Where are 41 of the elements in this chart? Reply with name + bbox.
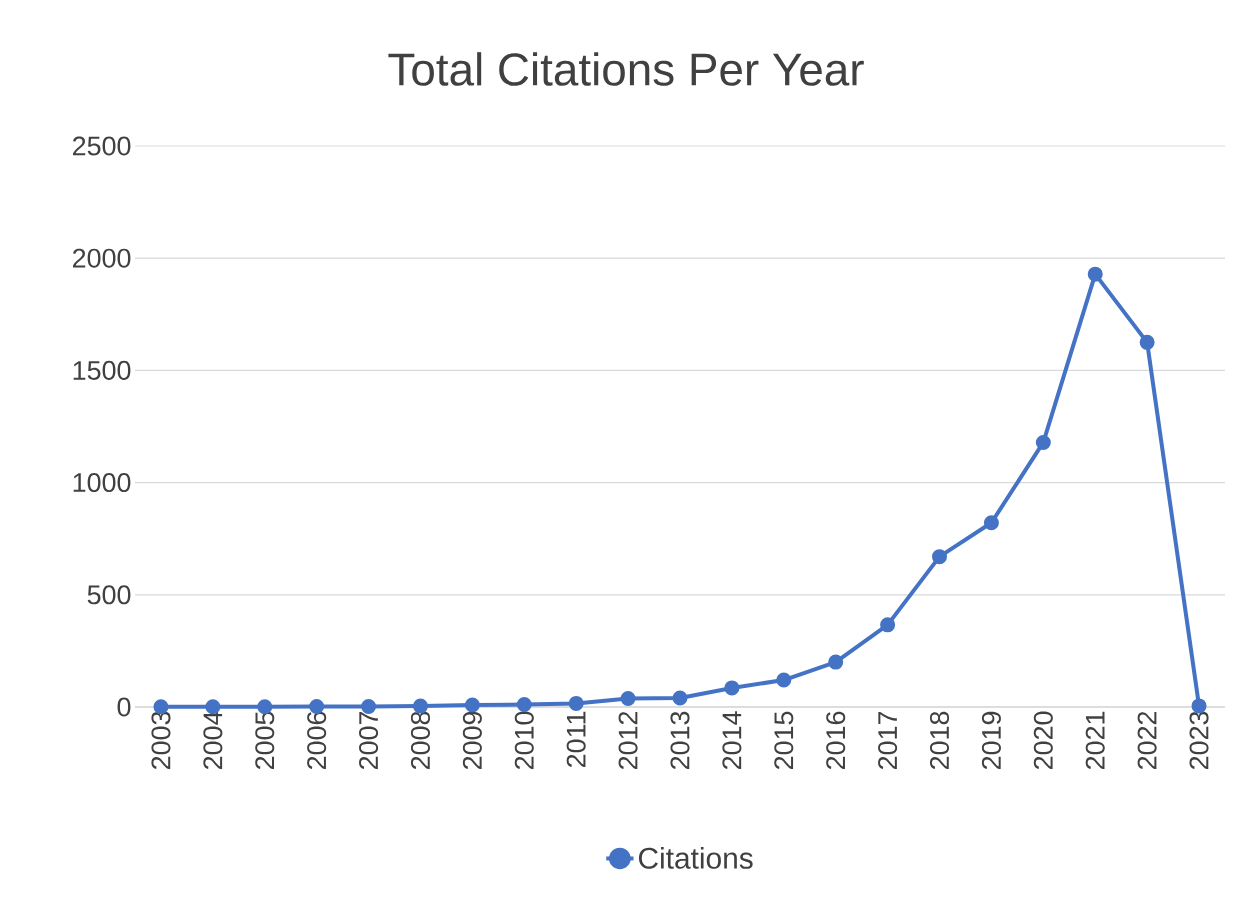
point — [724, 680, 740, 696]
x-tick-label: 2013 — [670, 711, 690, 769]
x-tick-label: 2015 — [774, 711, 794, 769]
x-tick-label: 2017 — [878, 711, 898, 769]
point — [776, 672, 792, 688]
x-tick-label: 2003 — [151, 711, 171, 769]
x-tick-label: 2014 — [722, 711, 742, 769]
x-tick-label: 2007 — [359, 711, 379, 769]
point — [1087, 266, 1103, 282]
y-tick-label: 2000 — [73, 248, 131, 268]
point — [672, 690, 688, 706]
x-tick-label: 2004 — [203, 711, 223, 769]
x-tick-label: 2005 — [255, 711, 275, 769]
point — [1139, 334, 1155, 350]
point — [620, 690, 636, 706]
y-tick-label: 500 — [87, 585, 131, 605]
point — [828, 654, 844, 670]
x-tick-label: 2019 — [981, 711, 1001, 769]
point — [932, 549, 948, 565]
x-tick-label: 2010 — [514, 711, 534, 769]
y-tick-label: 0 — [117, 697, 131, 717]
x-tick-label: 2012 — [618, 711, 638, 769]
x-tick-label: 2008 — [410, 711, 430, 769]
x-tick-label: 2022 — [1137, 711, 1157, 769]
x-tick-label: 2006 — [307, 711, 327, 769]
x-tick-label: 2011 — [566, 711, 586, 767]
x-tick-label: 2020 — [1033, 711, 1053, 769]
y-tick-label: 1000 — [73, 473, 131, 493]
x-tick-label: 2021 — [1085, 711, 1105, 769]
point — [880, 617, 896, 633]
y-tick-label: 2500 — [73, 136, 131, 156]
point — [568, 695, 584, 711]
chart-title: Total Citations Per Year — [388, 52, 864, 86]
x-tick-label: 2009 — [462, 711, 482, 769]
x-tick-label: 2023 — [1189, 711, 1209, 769]
x-tick-label: 2016 — [826, 711, 846, 769]
x-tick-label: 2018 — [929, 711, 950, 769]
point — [983, 515, 999, 531]
y-tick-label: 1500 — [73, 360, 131, 380]
point — [1035, 434, 1051, 450]
legend-label: Citations — [638, 846, 753, 869]
